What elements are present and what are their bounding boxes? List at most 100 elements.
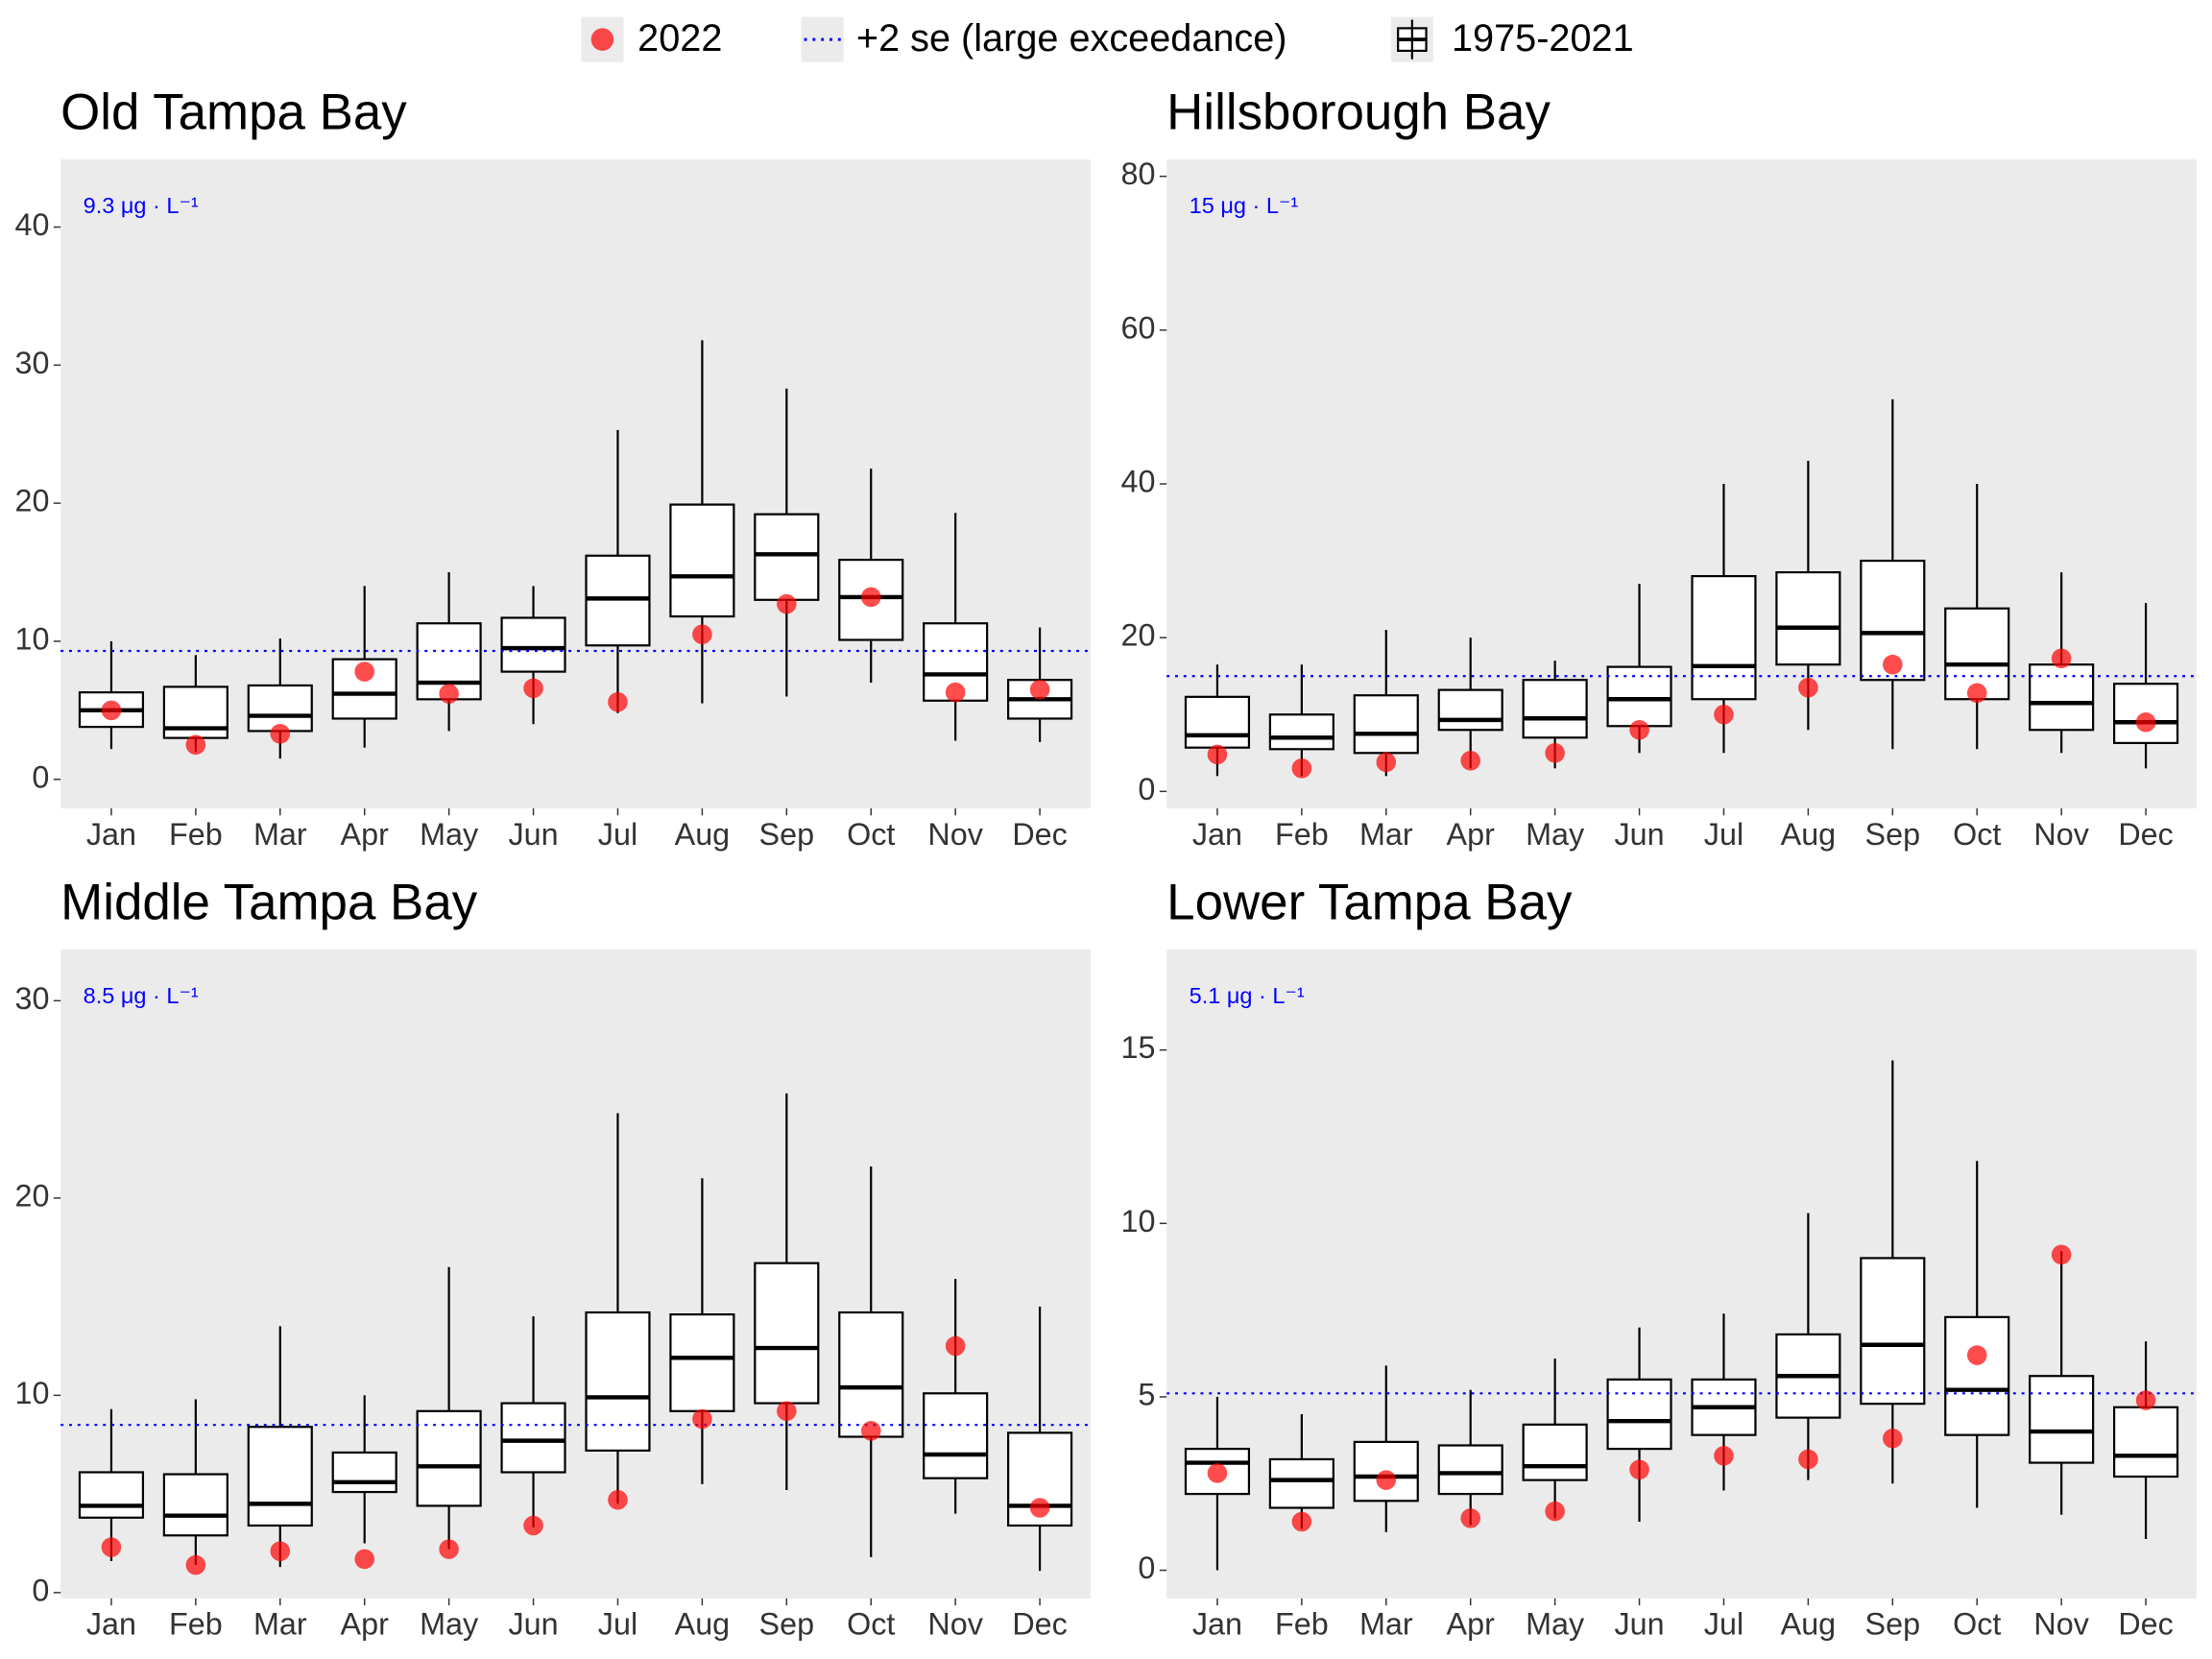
plot-background bbox=[60, 949, 1091, 1599]
box bbox=[754, 513, 820, 601]
point-2022 bbox=[1207, 744, 1228, 765]
point-2022 bbox=[1460, 1508, 1480, 1528]
legend-label: +2 se (large exceedance) bbox=[856, 17, 1287, 60]
x-tick-label: Dec bbox=[2118, 1607, 2173, 1642]
box bbox=[162, 1473, 228, 1537]
box bbox=[247, 1426, 313, 1527]
point-2022 bbox=[101, 1537, 122, 1557]
box bbox=[2029, 663, 2095, 732]
x-tick-label: Jul bbox=[598, 817, 637, 852]
threshold-label: 9.3 μg · L⁻¹ bbox=[84, 193, 199, 218]
point-2022 bbox=[1545, 743, 1565, 763]
legend-label: 2022 bbox=[637, 17, 722, 60]
plot-background bbox=[1166, 159, 2197, 808]
threshold-label: 8.5 μg · L⁻¹ bbox=[84, 983, 199, 1008]
point-2022 bbox=[1798, 677, 1818, 698]
point-2022 bbox=[439, 1539, 459, 1559]
box bbox=[1437, 688, 1503, 732]
point-2022 bbox=[1029, 1498, 1050, 1518]
box bbox=[1268, 713, 1334, 751]
x-tick-label: Jan bbox=[86, 1607, 136, 1642]
box bbox=[1606, 1378, 1672, 1451]
x-tick-label: Mar bbox=[253, 817, 307, 852]
x-tick-label: Feb bbox=[1275, 817, 1329, 852]
x-tick-label: Jan bbox=[1192, 817, 1242, 852]
point-2022 bbox=[777, 1401, 797, 1422]
x-tick-label: Jun bbox=[1614, 1607, 1664, 1642]
y-tick-label: 60 bbox=[1120, 310, 1155, 345]
y-tick-label: 20 bbox=[14, 484, 49, 518]
x-tick-label: Jun bbox=[1614, 817, 1664, 852]
x-tick-label: Sep bbox=[1865, 817, 1921, 852]
box bbox=[669, 1312, 735, 1412]
point-2022 bbox=[1883, 1428, 1903, 1449]
box bbox=[1944, 1315, 2010, 1436]
point-2022 bbox=[1883, 654, 1903, 675]
y-tick-label: 0 bbox=[1138, 1551, 1155, 1585]
box bbox=[754, 1262, 820, 1405]
panel-title: Old Tampa Bay bbox=[60, 84, 407, 140]
x-tick-label: Aug bbox=[675, 817, 731, 852]
x-tick-label: Oct bbox=[847, 1607, 895, 1642]
box bbox=[1268, 1457, 1334, 1509]
point-2022 bbox=[1376, 752, 1397, 773]
box bbox=[923, 1392, 989, 1479]
point-2022 bbox=[185, 1554, 206, 1575]
x-tick-label: Jul bbox=[1704, 817, 1743, 852]
y-tick-label: 10 bbox=[1120, 1204, 1155, 1238]
x-tick-label: Jul bbox=[598, 1607, 637, 1642]
point-2022 bbox=[354, 1549, 374, 1570]
legend: 2022 +2 se (large exceedance) 1975-2021 bbox=[581, 16, 1634, 62]
legend-point bbox=[590, 28, 614, 51]
y-tick-label: 10 bbox=[14, 1376, 49, 1410]
point-2022 bbox=[2135, 1390, 2156, 1410]
panel-title: Middle Tampa Bay bbox=[60, 874, 478, 930]
x-tick-label: Nov bbox=[927, 817, 983, 852]
box bbox=[2113, 1406, 2179, 1479]
x-tick-label: May bbox=[1526, 1607, 1585, 1642]
y-tick-label: 0 bbox=[1138, 772, 1155, 806]
y-tick-label: 20 bbox=[14, 1178, 49, 1213]
box bbox=[1522, 1423, 1588, 1481]
boxes bbox=[1184, 398, 2179, 777]
y-tick-label: 40 bbox=[1120, 465, 1155, 499]
y-tick-label: 10 bbox=[14, 621, 49, 656]
x-tick-label: Sep bbox=[1865, 1607, 1921, 1642]
x-tick-label: May bbox=[420, 1607, 479, 1642]
point-2022 bbox=[354, 661, 374, 682]
point-2022 bbox=[777, 593, 797, 614]
x-tick-label: May bbox=[1526, 817, 1585, 852]
point-2022 bbox=[1966, 683, 1987, 704]
box bbox=[500, 616, 566, 673]
point-2022 bbox=[1545, 1501, 1565, 1522]
point-2022 bbox=[1714, 704, 1734, 725]
y-tick-label: 0 bbox=[32, 759, 49, 794]
x-tick-label: Sep bbox=[759, 1607, 815, 1642]
box bbox=[247, 684, 313, 733]
box bbox=[1522, 679, 1588, 739]
x-tick-label: Mar bbox=[1359, 817, 1413, 852]
y-tick-label: 40 bbox=[14, 207, 49, 242]
panel-title: Lower Tampa Bay bbox=[1166, 874, 1573, 930]
boxes bbox=[78, 1093, 1073, 1572]
point-2022 bbox=[608, 691, 628, 712]
point-2022 bbox=[860, 1421, 881, 1441]
x-tick-label: Apr bbox=[1447, 1607, 1496, 1642]
x-tick-label: Jun bbox=[508, 817, 558, 852]
point-2022 bbox=[101, 700, 122, 721]
x-tick-label: Mar bbox=[1359, 1607, 1413, 1642]
x-tick-label: Oct bbox=[847, 817, 895, 852]
box bbox=[585, 1310, 651, 1452]
point-2022 bbox=[1460, 751, 1480, 771]
point-2022 bbox=[1629, 719, 1649, 740]
point-2022 bbox=[270, 1541, 291, 1561]
x-tick-label: Nov bbox=[927, 1607, 983, 1642]
x-tick-label: Dec bbox=[1012, 817, 1067, 852]
x-tick-label: Apr bbox=[1447, 817, 1496, 852]
x-tick-label: Aug bbox=[1781, 817, 1837, 852]
point-2022 bbox=[439, 684, 459, 704]
threshold-label: 15 μg · L⁻¹ bbox=[1190, 193, 1299, 218]
point-2022 bbox=[692, 624, 712, 645]
threshold-label: 5.1 μg · L⁻¹ bbox=[1190, 983, 1305, 1008]
point-2022 bbox=[1798, 1449, 1818, 1470]
